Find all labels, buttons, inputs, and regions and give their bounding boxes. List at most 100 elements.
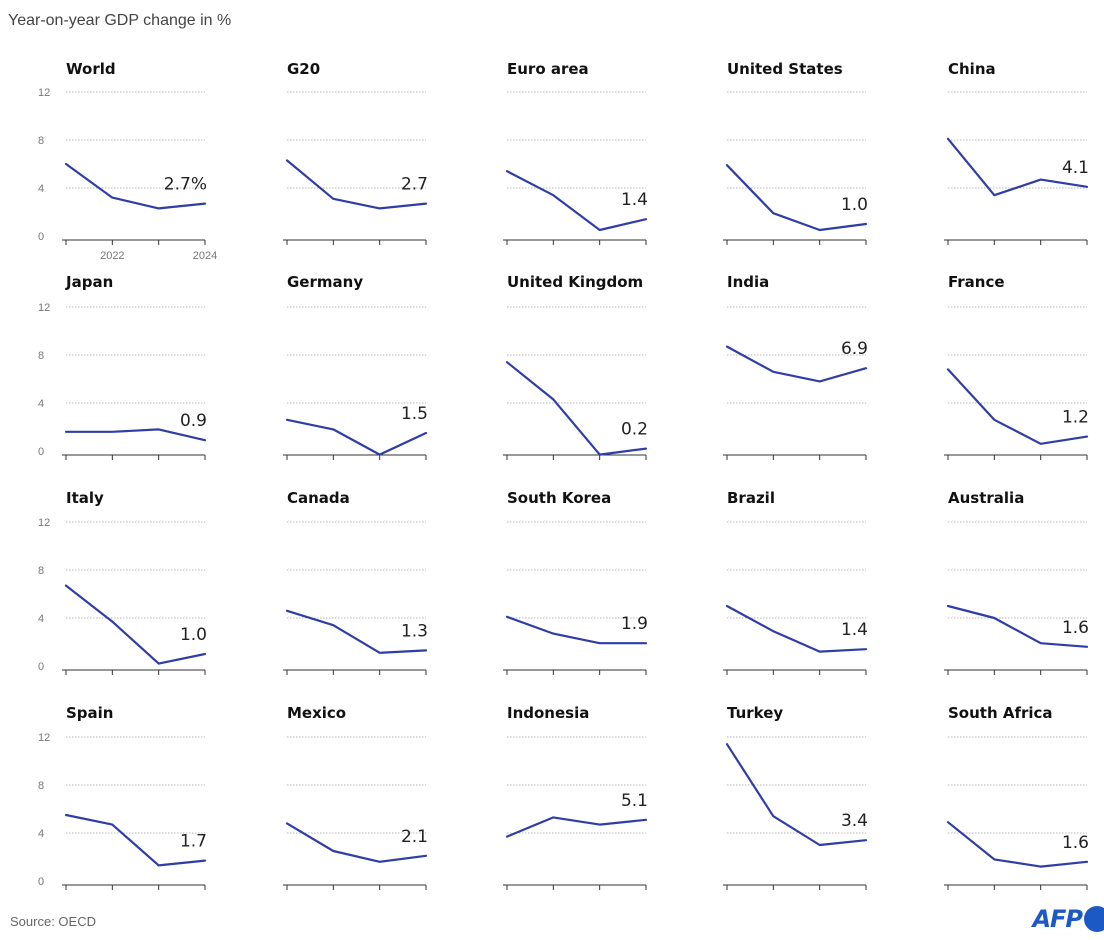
panel-title: G20: [287, 60, 320, 78]
end-value-label: 1.2: [1062, 408, 1089, 428]
y-tick-label: 4: [38, 613, 44, 625]
panel-title: Euro area: [507, 60, 589, 78]
end-value-label: 1.6: [1062, 833, 1089, 853]
end-value-label: 1.4: [841, 620, 868, 640]
panel-euro-area: Euro area 1.4: [503, 60, 648, 245]
panel-g20: G20 2.7: [283, 60, 428, 245]
y-tick-label: 12: [38, 517, 50, 529]
panel-title: France: [948, 273, 1005, 291]
panel-south-africa: South Africa 1.6: [944, 704, 1089, 890]
y-tick-label: 12: [38, 302, 50, 314]
series-line: [64, 813, 207, 867]
panel-south-korea: South Korea 1.9: [503, 489, 648, 675]
panel-title: Spain: [66, 704, 113, 722]
series-line: [946, 604, 1089, 648]
panel-title: India: [727, 273, 769, 291]
end-value-label: 1.6: [1062, 618, 1089, 638]
end-value-label: 2.7%: [164, 175, 207, 195]
panel-japan: Japan 0 4 8 12 0.9: [38, 273, 207, 460]
end-value-label: 2.7: [401, 175, 428, 195]
y-tick-label: 8: [38, 135, 44, 147]
afp-logo: AFP: [1032, 904, 1104, 934]
series-line: [946, 137, 1089, 197]
series-line: [946, 368, 1089, 445]
small-multiples-chart: World 0 4 8 12 2022 2024 2.7% G20 2.7 Euro area 1.4…: [38, 60, 1089, 890]
series-line: [725, 345, 868, 383]
y-tick-label: 8: [38, 350, 44, 362]
series-line: [946, 821, 1089, 868]
y-tick-label: 4: [38, 183, 44, 195]
end-value-label: 3.4: [841, 811, 868, 831]
y-tick-label: 4: [38, 828, 44, 840]
panel-title: United States: [727, 60, 843, 78]
x-tick-label: 2024: [193, 250, 217, 262]
y-tick-label: 12: [38, 87, 50, 99]
series-line: [285, 418, 428, 456]
panel-turkey: Turkey 3.4: [723, 704, 868, 890]
panel-title: Italy: [66, 489, 104, 507]
series-line: [505, 361, 648, 456]
panel-title: China: [948, 60, 996, 78]
end-value-label: 1.3: [401, 621, 428, 641]
series-line: [64, 428, 207, 442]
panel-title: Turkey: [727, 704, 783, 722]
end-value-label: 5.1: [621, 791, 648, 811]
series-line: [725, 164, 868, 232]
series-line: [285, 159, 428, 210]
panel-canada: Canada 1.3: [283, 489, 428, 675]
end-value-label: 6.9: [841, 339, 868, 359]
end-value-label: 1.4: [621, 190, 648, 210]
y-tick-label: 0: [38, 661, 44, 673]
panel-title: Mexico: [287, 704, 346, 722]
end-value-label: 1.5: [401, 404, 428, 424]
panel-united-states: United States 1.0: [723, 60, 868, 245]
panel-world: World 0 4 8 12 2022 2024 2.7%: [38, 60, 217, 262]
panel-title: Germany: [287, 273, 363, 291]
end-value-label: 1.0: [180, 625, 207, 645]
panel-title: South Africa: [948, 704, 1053, 722]
end-value-label: 1.9: [621, 614, 648, 634]
panel-france: France 1.2: [944, 273, 1089, 460]
panel-title: Japan: [65, 273, 113, 291]
series-line: [505, 170, 648, 232]
panel-title: United Kingdom: [507, 273, 643, 291]
series-line: [285, 609, 428, 654]
panel-title: Indonesia: [507, 704, 589, 722]
panel-title: Canada: [287, 489, 350, 507]
y-tick-label: 12: [38, 732, 50, 744]
end-value-label: 0.9: [180, 411, 207, 431]
panel-brazil: Brazil 1.4: [723, 489, 868, 675]
panel-title: South Korea: [507, 489, 611, 507]
series-line: [64, 162, 207, 210]
panel-title: World: [66, 60, 116, 78]
panel-italy: Italy 0 4 8 12 1.0: [38, 489, 207, 675]
panel-spain: Spain 0 4 8 12 1.7: [38, 704, 207, 890]
panel-title: Brazil: [727, 489, 775, 507]
panel-mexico: Mexico 2.1: [283, 704, 428, 890]
x-tick-label: 2022: [100, 250, 124, 262]
afp-logo-text: AFP: [1032, 905, 1083, 933]
panel-germany: Germany 1.5: [283, 273, 428, 460]
panel-india: India 6.9: [723, 273, 868, 460]
panel-australia: Australia 1.6: [944, 489, 1089, 675]
series-line: [725, 743, 868, 847]
end-value-label: 4.1: [1062, 158, 1089, 178]
y-tick-label: 0: [38, 231, 44, 243]
end-value-label: 1.7: [180, 832, 207, 852]
y-tick-label: 0: [38, 876, 44, 888]
series-line: [505, 615, 648, 645]
end-value-label: 2.1: [401, 827, 428, 847]
panel-united-kingdom: United Kingdom 0.2: [503, 273, 648, 460]
end-value-label: 0.2: [621, 420, 648, 440]
y-tick-label: 8: [38, 780, 44, 792]
panel-china: China 4.1: [944, 60, 1089, 245]
afp-logo-dot: [1084, 906, 1104, 932]
panel-title: Australia: [948, 489, 1024, 507]
panel-indonesia: Indonesia 5.1: [503, 704, 648, 890]
end-value-label: 1.0: [841, 195, 868, 215]
y-tick-label: 4: [38, 398, 44, 410]
series-line: [285, 822, 428, 863]
chart-subtitle: Year-on-year GDP change in %: [8, 12, 232, 29]
source-note: Source: OECD: [10, 914, 96, 929]
series-line: [505, 816, 648, 838]
